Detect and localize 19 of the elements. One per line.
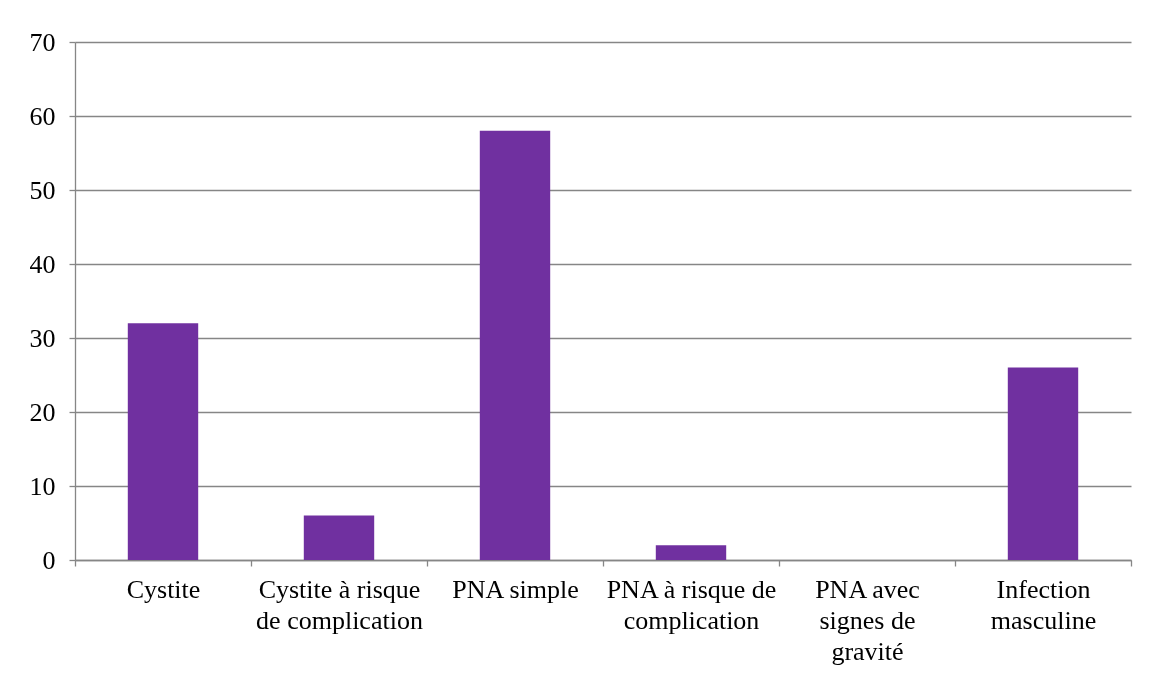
y-tick-label: 30 <box>29 323 56 353</box>
x-tick-label: PNA avec signes de gravité <box>815 574 920 666</box>
x-tick-label: Infection masculine <box>990 574 1097 635</box>
bar <box>303 515 375 560</box>
y-tick-label: 40 <box>29 249 56 279</box>
y-tick-label: 20 <box>29 397 56 427</box>
y-tick-label: 50 <box>29 175 56 205</box>
x-tick-label: Cystite <box>126 574 201 604</box>
x-tick-label: PNA à risque de complication <box>606 574 777 635</box>
y-tick-label: 10 <box>29 471 56 501</box>
y-tick-label: 0 <box>42 545 56 575</box>
y-tick-label: 70 <box>29 27 56 57</box>
y-tick-label: 60 <box>29 101 56 131</box>
bar <box>479 130 551 560</box>
bar <box>127 323 199 560</box>
x-tick-label: PNA simple <box>452 574 579 604</box>
bar <box>655 545 727 560</box>
x-tick-label: Cystite à risque de complication <box>256 574 423 635</box>
bar <box>1007 367 1079 560</box>
